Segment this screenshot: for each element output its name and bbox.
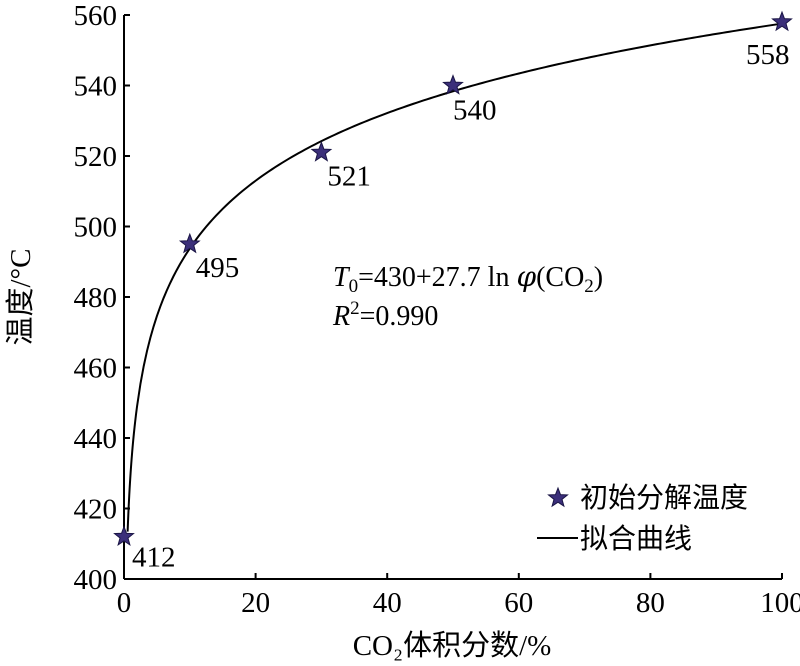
y-tick-label: 460 bbox=[74, 353, 118, 385]
y-tick-label: 540 bbox=[74, 71, 118, 103]
eq-paren-open: (CO bbox=[536, 262, 584, 293]
r2-sup: 2 bbox=[350, 298, 360, 319]
y-tick-label: 400 bbox=[74, 564, 118, 596]
r-squared: R2=0.990 bbox=[332, 298, 438, 332]
y-axis-title: 温度/°C bbox=[4, 249, 37, 346]
y-tick-label: 520 bbox=[74, 141, 118, 173]
y-tick-label: 440 bbox=[74, 423, 118, 455]
x-tick-label: 60 bbox=[504, 587, 533, 619]
eq-lhs-sub: 0 bbox=[349, 276, 359, 297]
legend: 初始分解温度 拟合曲线 bbox=[537, 482, 748, 555]
data-label: 558 bbox=[746, 39, 790, 71]
fit-curve bbox=[126, 22, 783, 532]
x-tick-label: 100 bbox=[760, 587, 800, 619]
data-labels: 412 495 521 540 558 bbox=[132, 39, 790, 574]
eq-lhs-var: T bbox=[333, 262, 351, 293]
r2-var: R bbox=[332, 301, 350, 332]
data-label: 412 bbox=[132, 542, 176, 574]
legend-label-fit: 拟合曲线 bbox=[580, 523, 692, 555]
y-tick-label: 560 bbox=[74, 0, 118, 32]
data-label: 540 bbox=[453, 95, 497, 127]
x-tick-label: 0 bbox=[117, 587, 132, 619]
data-points bbox=[113, 10, 793, 546]
x-tick-label: 80 bbox=[636, 587, 665, 619]
data-point-star bbox=[113, 525, 135, 546]
x-tick-label: 20 bbox=[241, 587, 270, 619]
eq-phi: φ bbox=[516, 260, 536, 293]
data-point-star bbox=[442, 74, 464, 95]
x-axis-title: CO₂体积分数/% bbox=[353, 629, 552, 662]
data-point-star bbox=[771, 10, 793, 32]
data-label: 521 bbox=[327, 160, 371, 192]
fit-equation: T0=430+27.7 ln φ(CO2) bbox=[333, 260, 603, 297]
eq-sub2: 2 bbox=[584, 276, 594, 297]
r2-value: =0.990 bbox=[360, 301, 439, 332]
y-tick-label: 420 bbox=[74, 494, 118, 526]
y-tick-label: 500 bbox=[74, 212, 118, 244]
data-point-star bbox=[310, 141, 333, 162]
ticks bbox=[123, 14, 783, 580]
data-label: 495 bbox=[196, 252, 240, 284]
legend-label-points: 初始分解温度 bbox=[580, 482, 748, 514]
x-tick-label: 40 bbox=[373, 587, 402, 619]
eq-paren-close: ) bbox=[594, 262, 603, 293]
data-point-star bbox=[178, 232, 201, 254]
y-tick-label: 480 bbox=[74, 282, 118, 314]
legend-star-icon bbox=[547, 486, 569, 508]
eq-rhs-main: =430+27.7 ln bbox=[358, 262, 516, 293]
